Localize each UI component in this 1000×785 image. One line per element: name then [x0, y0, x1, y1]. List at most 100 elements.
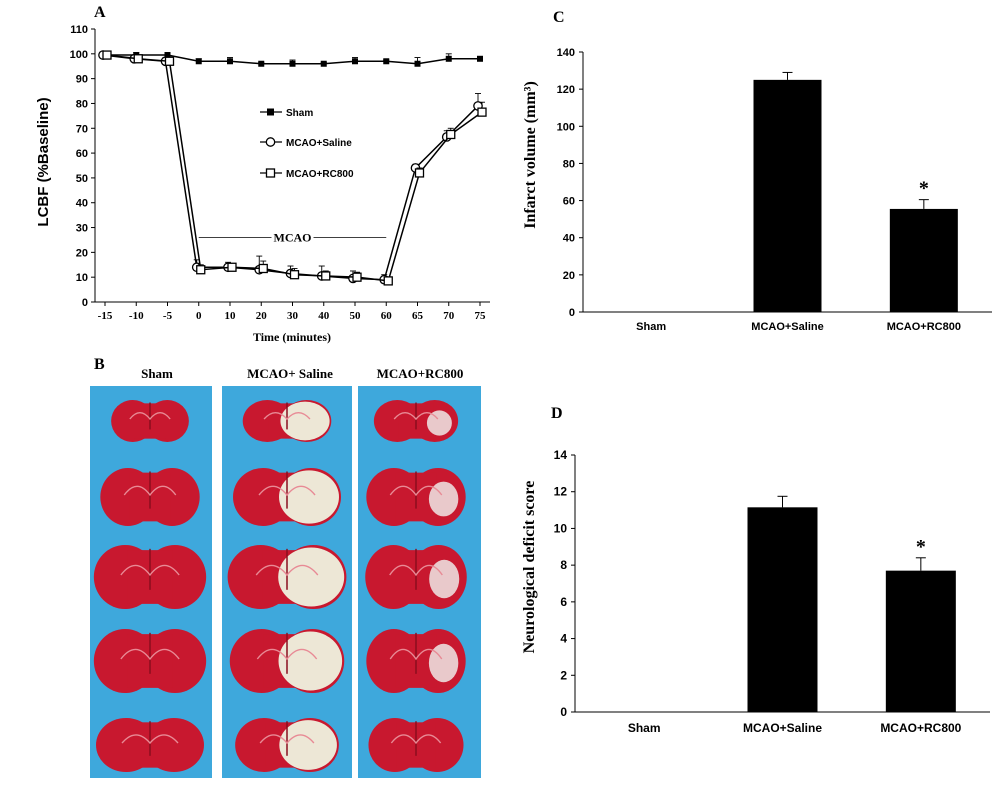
- brain-section: [96, 718, 204, 772]
- panel-c-bar-chart: C Infarct volume (mm³) 0 20 40 60 80 100 120 14…: [522, 9, 992, 333]
- tissue-detail: [129, 412, 171, 421]
- panel-d-letter: D: [551, 405, 563, 422]
- infarct-region: [428, 643, 459, 683]
- x-tick-label: 30: [287, 310, 299, 322]
- panel-c-plot: 0 20 40 60 80 100 120 140 Sham MCAO+Saline * MCAO+R…: [557, 47, 992, 333]
- x-tick-label: -15: [98, 310, 113, 322]
- data-point: [414, 168, 425, 178]
- data-point: [321, 271, 331, 281]
- legend-label-mcao-saline: MCAO+Saline: [286, 138, 352, 149]
- data-point: [352, 272, 362, 282]
- y-tick-label: 12: [554, 485, 568, 499]
- brain-section: [235, 718, 339, 772]
- data-point: [445, 55, 452, 62]
- x-tick-label: 75: [475, 310, 487, 322]
- panel-a-y-axis-label: LCBF (%Baseline): [35, 97, 52, 226]
- y-tick-label: 120: [557, 84, 575, 96]
- x-tick-label: -10: [129, 310, 144, 322]
- data-point: [289, 270, 300, 280]
- panel-c-letter: C: [553, 9, 565, 26]
- data-point: [477, 107, 487, 117]
- tissue-detail: [390, 734, 442, 745]
- panel-a-legend: Sham MCAO+Saline MCAO+RC800: [260, 108, 354, 180]
- data-point: [320, 60, 327, 67]
- y-tick-label: 60: [563, 196, 575, 208]
- series-mcao-rc800: [102, 50, 487, 286]
- bar: [889, 208, 958, 312]
- data-point: [446, 129, 456, 140]
- x-tick-label: 70: [443, 310, 455, 322]
- tissue-detail: [389, 648, 443, 661]
- infarct-region: [429, 559, 460, 599]
- y-tick-label: 60: [76, 148, 88, 160]
- y-tick-label: 6: [560, 595, 567, 609]
- panel-a-mcao-annotation: MCAO: [198, 229, 387, 244]
- x-tick-label: 20: [256, 310, 268, 322]
- data-point: [352, 58, 358, 65]
- brain-section: [368, 718, 464, 772]
- tissue-detail: [121, 734, 179, 745]
- data-point: [258, 60, 265, 67]
- y-tick-label: 0: [560, 705, 567, 719]
- tissue-detail: [120, 648, 180, 661]
- y-tick-label: 40: [76, 198, 88, 210]
- series-sham: [102, 52, 483, 67]
- panel-a-line-chart: A LCBF (%Baseline) Time (minutes) 0 10 20 3…: [35, 4, 490, 344]
- y-tick-label: 30: [76, 223, 88, 235]
- series-line: [106, 54, 483, 282]
- legend-label-mcao-rc800: MCAO+RC800: [286, 169, 354, 180]
- legend-marker-filled-square: [267, 108, 274, 116]
- panel-a-series: [98, 50, 487, 286]
- tissue-detail: [259, 734, 315, 745]
- brain-section: [373, 400, 459, 442]
- panel-d-bar-chart: D Neurological deficit score 0 2 4 6 8 10 12 14…: [521, 405, 990, 735]
- bar: [747, 507, 818, 712]
- tissue-detail: [393, 412, 439, 421]
- mcao-label: MCAO: [274, 230, 312, 244]
- brain-section: [242, 400, 332, 442]
- panel-b-column-header-sham: Sham: [141, 366, 173, 381]
- tissue-detail: [258, 485, 316, 497]
- legend-marker-open-square: [265, 168, 276, 178]
- data-point: [195, 58, 202, 65]
- data-point: [227, 58, 233, 65]
- panel-d-plot: 0 2 4 6 8 10 12 14 Sham MCAO+Saline * MCAO+RC800: [554, 448, 990, 735]
- y-tick-label: 0: [82, 297, 88, 309]
- infarct-region: [279, 470, 339, 524]
- panel-b-brain-sections: B Sham MCAO+ Saline MCAO+RC800: [90, 356, 481, 778]
- tissue-detail: [123, 485, 177, 497]
- legend-item-mcao-rc800: MCAO+RC800: [260, 168, 354, 180]
- legend-label-sham: Sham: [286, 108, 313, 119]
- y-tick-label: 10: [76, 272, 88, 284]
- y-tick-label: 100: [70, 49, 88, 61]
- mcao-label-background: [271, 229, 314, 244]
- data-point: [383, 58, 390, 65]
- data-point: [164, 52, 171, 59]
- brain-section: [366, 468, 466, 526]
- infarct-region: [426, 410, 452, 436]
- bar: [885, 570, 956, 712]
- infarct-region: [279, 720, 337, 770]
- y-tick-label: 70: [76, 123, 88, 135]
- data-point: [258, 263, 268, 274]
- y-tick-label: 50: [76, 173, 88, 185]
- y-tick-label: 10: [554, 521, 568, 535]
- data-point: [383, 276, 393, 286]
- panel-d-y-axis-label: Neurological deficit score: [521, 481, 538, 654]
- brain-section: [93, 629, 207, 693]
- panel-b-column-header-rc800: MCAO+RC800: [377, 366, 464, 381]
- y-tick-label: 20: [563, 270, 575, 282]
- data-point: [477, 55, 483, 62]
- data-point: [196, 265, 206, 275]
- brain-section: [227, 545, 347, 609]
- y-tick-label: 40: [563, 233, 575, 245]
- infarct-region: [278, 547, 345, 607]
- y-tick-label: 0: [569, 307, 575, 319]
- brain-section: [229, 629, 345, 693]
- brain-section: [111, 400, 189, 442]
- bar: [753, 79, 822, 312]
- brain-section: [233, 468, 341, 526]
- panel-a-axes: [94, 29, 490, 303]
- brain-section: [100, 468, 200, 526]
